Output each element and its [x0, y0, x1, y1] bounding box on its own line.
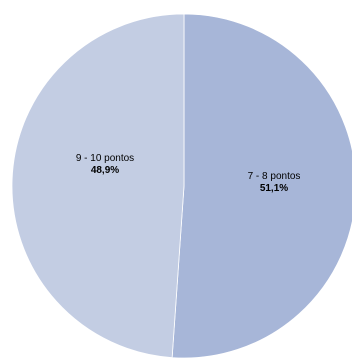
pie-slices	[11, 13, 352, 359]
slice-label-7-8-pontos: 7 - 8 pontos	[248, 171, 301, 182]
pie-slice-7-8-pontos	[171, 13, 352, 359]
slice-value-7-8-pontos: 51,1%	[260, 183, 288, 194]
slice-label-9-10-pontos: 9 - 10 pontos	[76, 153, 134, 164]
pie-slice-9-10-pontos	[11, 13, 185, 359]
slice-value-9-10-pontos: 48,9%	[91, 165, 119, 176]
